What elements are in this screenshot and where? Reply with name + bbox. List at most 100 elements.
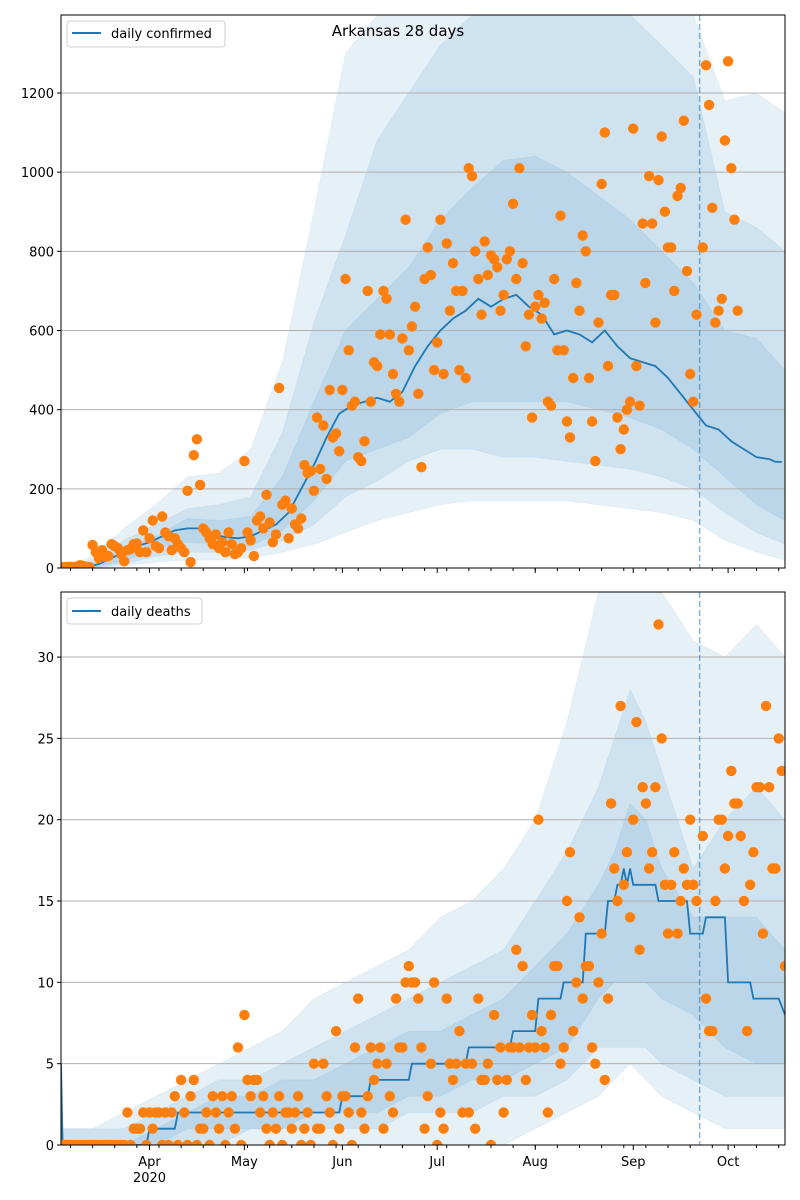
data-point	[321, 1091, 332, 1102]
data-point	[545, 1009, 557, 1021]
data-point	[261, 489, 272, 500]
y-tick-label: 400	[29, 404, 54, 419]
data-point	[397, 333, 408, 344]
data-point	[390, 388, 402, 399]
data-point	[242, 527, 253, 538]
data-point	[321, 473, 332, 485]
data-point	[495, 1042, 506, 1053]
data-point	[198, 1123, 209, 1134]
data-point	[463, 163, 474, 174]
data-point	[476, 309, 487, 320]
data-point	[533, 814, 544, 825]
data-point	[650, 782, 661, 793]
data-point	[239, 455, 250, 467]
data-point	[552, 960, 563, 972]
data-point	[688, 396, 699, 407]
data-point	[678, 115, 689, 126]
data-point	[504, 246, 516, 257]
data-point	[662, 928, 674, 939]
data-point	[463, 1107, 474, 1118]
data-point	[185, 556, 196, 568]
x-tick-label: May	[231, 1155, 258, 1170]
data-point	[403, 345, 414, 356]
data-point	[201, 1107, 212, 1118]
data-point	[647, 218, 658, 229]
data-point	[470, 1123, 481, 1134]
data-point	[764, 0, 774, 5]
confidence-bands	[61, 592, 785, 1145]
y-tick-label: 20	[37, 814, 54, 829]
data-point	[384, 1091, 395, 1102]
data-point	[217, 537, 228, 548]
data-point	[593, 317, 604, 328]
data-point	[378, 1123, 389, 1134]
data-point	[299, 1123, 310, 1134]
data-point	[568, 372, 579, 384]
data-point	[270, 529, 282, 540]
data-point	[84, 562, 95, 568]
data-point	[590, 1058, 601, 1069]
data-point	[719, 863, 731, 874]
y-tick-label: 0	[46, 562, 54, 577]
data-point	[292, 523, 304, 534]
data-point	[672, 928, 683, 939]
data-point	[343, 345, 354, 356]
data-point	[267, 537, 278, 548]
data-point	[273, 1091, 285, 1102]
data-point	[542, 1107, 554, 1118]
observed-points	[61, 0, 774, 568]
data-point	[466, 170, 478, 182]
data-point	[166, 1107, 177, 1118]
data-point	[624, 912, 636, 923]
data-point	[425, 269, 437, 281]
x-tick-label: Aug	[523, 1155, 548, 1170]
data-point	[523, 309, 535, 320]
data-point	[390, 993, 402, 1004]
data-point	[586, 416, 598, 427]
data-point	[748, 0, 758, 5]
data-point	[526, 1009, 538, 1021]
data-point	[432, 1139, 443, 1145]
data-point	[280, 495, 291, 506]
data-point	[745, 0, 755, 5]
data-point	[438, 1123, 449, 1134]
data-point	[138, 525, 149, 536]
data-point	[308, 1058, 320, 1069]
data-point	[232, 1042, 244, 1053]
data-point	[739, 0, 749, 5]
panel-daily-confirmed: 0 200 400 600 800 1000 1200 Arkansas 28 days d…	[21, 0, 786, 577]
data-point	[353, 993, 364, 1004]
data-point	[356, 455, 367, 467]
data-point	[517, 960, 528, 972]
data-point	[220, 1139, 231, 1145]
data-point	[488, 254, 500, 265]
data-point	[722, 830, 734, 842]
data-point	[628, 123, 639, 134]
data-point	[722, 56, 734, 67]
data-point	[745, 879, 756, 890]
data-point	[741, 1025, 753, 1037]
data-point	[574, 305, 585, 316]
data-point	[678, 863, 689, 874]
data-point	[703, 99, 715, 111]
data-point	[738, 895, 750, 907]
y-tick-label: 0	[46, 1139, 54, 1154]
data-point	[748, 847, 759, 858]
data-point	[141, 1139, 152, 1145]
y-tick-label: 30	[37, 651, 54, 666]
data-point	[599, 127, 610, 138]
data-point	[685, 814, 696, 825]
data-point	[612, 412, 623, 423]
data-point	[530, 1042, 541, 1053]
axes-frame	[60, 14, 786, 569]
data-point	[577, 993, 588, 1004]
data-point	[536, 1025, 547, 1037]
data-point	[119, 556, 130, 567]
data-point	[362, 285, 373, 297]
data-point	[375, 329, 386, 340]
data-point	[669, 285, 680, 297]
data-point	[473, 273, 484, 285]
data-point	[188, 1074, 199, 1086]
data-point	[428, 364, 440, 376]
